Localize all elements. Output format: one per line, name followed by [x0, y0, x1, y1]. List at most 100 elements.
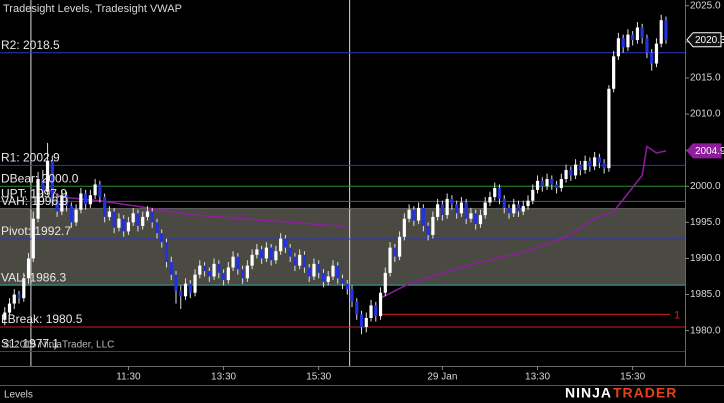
candle-body [107, 211, 112, 217]
level-label: DBear: 2000.0 [1, 171, 79, 185]
candle-body [559, 179, 563, 189]
candle-body [650, 52, 654, 64]
candle-body [331, 265, 335, 277]
candle-body [188, 283, 192, 293]
candle-body [7, 303, 12, 313]
candle-body [136, 213, 140, 226]
candle-body [412, 209, 416, 221]
level-label: UPT: 1997.9 [1, 187, 67, 201]
candle-body [269, 247, 273, 261]
candle-body [378, 292, 383, 317]
level-label: VAH: 1996.9 [1, 194, 68, 208]
candle-body [264, 247, 268, 259]
candle-body [84, 193, 88, 205]
candle-body [455, 204, 459, 214]
y-tick-label: 2010.0 [690, 109, 721, 120]
candle-body [64, 195, 69, 207]
candle-body [459, 202, 464, 214]
candle-body [450, 198, 454, 205]
candle-body [317, 263, 321, 273]
level-label: R1: 2002.9 [1, 150, 60, 164]
panel-label: Levels [4, 390, 33, 401]
candle-body [126, 222, 131, 232]
candle-body [564, 170, 568, 180]
candle-body [488, 197, 492, 203]
candle-body [550, 179, 554, 185]
candle-body [183, 283, 188, 297]
candle-body [88, 195, 92, 205]
candle-body [659, 20, 663, 44]
candle-body [540, 180, 544, 187]
candle-body [350, 289, 354, 302]
candle-body [417, 207, 421, 221]
candle-body [74, 209, 78, 223]
candle-body [169, 262, 173, 275]
candle-body [193, 274, 197, 293]
candle-body [226, 267, 230, 281]
candle-body [202, 265, 207, 272]
candle-body [621, 38, 625, 48]
candle-body [279, 238, 283, 252]
candle-body [445, 198, 449, 216]
last-price-label: 2020.3 [695, 35, 724, 46]
x-tick-label: 15:30 [306, 372, 331, 383]
candle-body [607, 88, 611, 169]
candle-body [12, 294, 16, 304]
candle-body [260, 249, 264, 259]
candle-body [397, 236, 402, 257]
candle-body [612, 56, 616, 89]
candle-body [569, 170, 573, 176]
candle-body [198, 265, 202, 275]
candle-body [93, 184, 97, 196]
candle-body [393, 247, 397, 257]
candle-body [288, 247, 292, 257]
candle-body [440, 204, 444, 216]
candle-body [150, 211, 154, 223]
candle-body [431, 216, 435, 235]
candle-body [45, 160, 50, 192]
mark-layer [3, 14, 668, 335]
y-tick-label: 2015.0 [690, 73, 721, 84]
candle-body [512, 204, 516, 214]
candle-body [531, 189, 535, 201]
candle-body [231, 256, 235, 268]
vwap-price-label: 2004.9 [695, 146, 724, 157]
candle-body [626, 34, 630, 48]
x-tick-label: 15:30 [620, 372, 645, 383]
vwap-line [42, 145, 667, 299]
last-price-box [686, 32, 722, 48]
candle-body [402, 218, 406, 237]
candle-body [664, 20, 668, 41]
candle-body [112, 211, 116, 228]
candle-body [616, 38, 621, 57]
candle-body [478, 215, 483, 225]
candle-body [207, 271, 211, 277]
candle-body [164, 242, 169, 263]
y-tick-label: 2025.0 [690, 0, 721, 11]
candle-body [217, 263, 221, 273]
candle-body [179, 290, 183, 297]
candle-body [160, 233, 164, 243]
level-label: R2: 2018.5 [1, 38, 60, 52]
candle-body [474, 213, 478, 225]
chart-title: Tradesight Levels, Tradesight VWAP [3, 3, 182, 15]
candle-body [155, 222, 159, 234]
candle-body [631, 34, 635, 41]
y-tick-label: 2000.0 [690, 181, 721, 192]
candle-body [578, 164, 582, 171]
candle-body [583, 160, 587, 171]
candle-body [307, 267, 311, 277]
candle-body [241, 269, 245, 279]
candle-body [41, 179, 45, 192]
candle-body [554, 184, 559, 189]
candle-body [98, 184, 102, 198]
candle-body [145, 211, 150, 217]
candle-body [122, 218, 126, 232]
y-tick-label: 1980.0 [690, 325, 721, 336]
candle-body [298, 254, 302, 266]
candle-body [221, 272, 226, 281]
candle-body [497, 188, 502, 199]
candle-body [469, 213, 473, 219]
